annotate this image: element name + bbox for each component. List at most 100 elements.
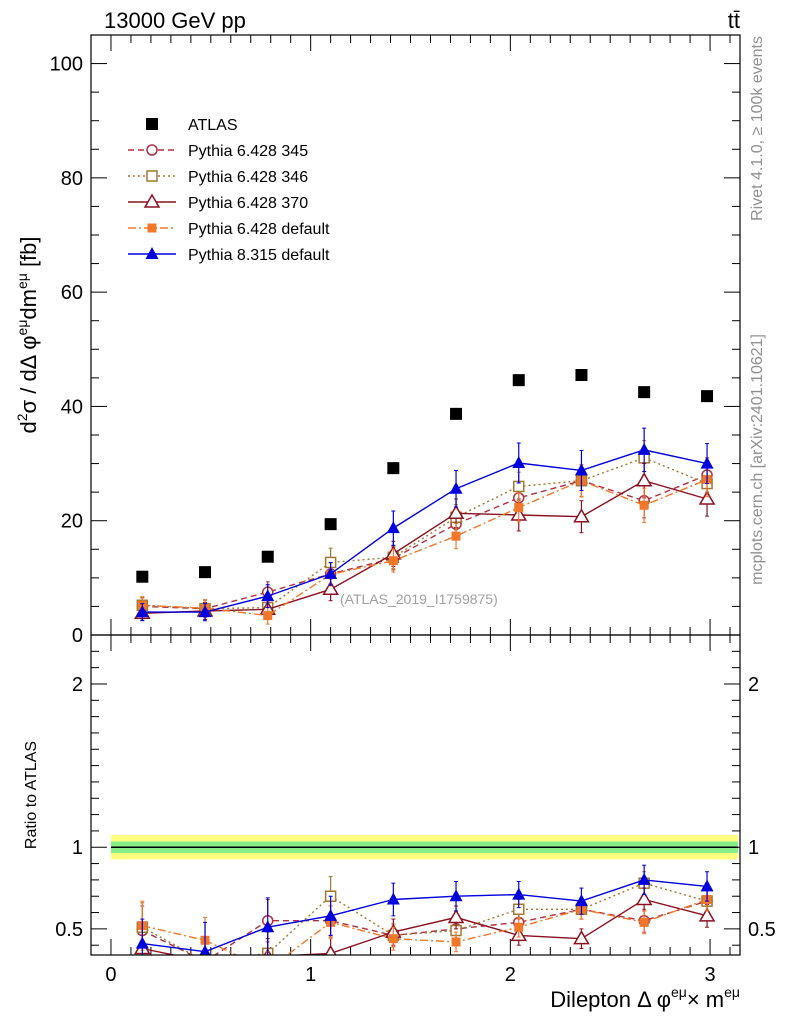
ylabel-sigma: σ / dΔ φ	[16, 335, 41, 413]
ratio-y-axis-label: Ratio to ATLAS	[23, 741, 40, 849]
main-panel: 0 20 40 60 80 100 (ATLAS_2019_I1759875)	[50, 34, 741, 647]
ratio-ytick-label-left-0: 0.5	[55, 919, 83, 941]
ylabel-exp-emu-2: eμ	[14, 273, 30, 289]
main-ytick-label-4: 80	[61, 168, 83, 190]
legend-label-py6_346: Pythia 6.428 346	[188, 169, 308, 186]
main-line-py6_default	[142, 478, 708, 617]
main-point-py8_default-7	[574, 463, 588, 476]
xlabel-mid: × m	[687, 987, 724, 1012]
legend-marker-py6_345	[146, 144, 158, 156]
ratio-point-py6_default-2	[263, 965, 272, 974]
ratio-point-py8_default-3	[324, 908, 338, 921]
ratio-xtick-label-0: 0	[105, 964, 116, 986]
main-point-py6_default-5	[451, 531, 461, 541]
ratio-point-py6_370-3	[324, 944, 337, 955]
legend-marker-py8_default	[145, 247, 159, 259]
main-ytick-label-1: 20	[61, 511, 83, 533]
ratio-point-py8_default-6	[512, 887, 526, 900]
ratio-point-py8_default-8	[637, 872, 651, 885]
main-point-atlas-2	[261, 550, 274, 563]
ratio-line-py6_346	[141, 882, 708, 955]
ratio-ytick-label-right-2: 2	[748, 674, 759, 696]
ratio-point-py8_default-7	[574, 894, 588, 907]
ratio-point-py8_default-2	[261, 920, 275, 933]
x-axis-label: Dilepton Δ φeμ× meμ	[550, 984, 740, 1012]
ratio-line-py6_default	[142, 898, 708, 955]
ratio-ytick-label-left-1: 1	[72, 837, 83, 859]
main-point-py6_370-3	[322, 580, 339, 596]
ratio-series-py6_345	[136, 889, 713, 967]
main-series-group	[134, 369, 716, 625]
main-point-py6_default-8	[639, 500, 649, 510]
ratio-point-py6_370-5	[447, 908, 465, 924]
main-point-py6_370-8	[635, 472, 653, 487]
ratio-point-py6_default-8	[639, 917, 649, 927]
legend-marker-atlas	[146, 118, 158, 130]
analysis-watermark: (ATLAS_2019_I1759875)	[340, 591, 498, 607]
main-point-atlas-3	[324, 518, 337, 531]
legend-label-py6_370: Pythia 6.428 370	[188, 195, 308, 212]
legend: ATLAS Pythia 6.428 345 Pythia 6.428 346 Pyt…	[128, 117, 330, 264]
ratio-point-py6_default-5	[451, 937, 461, 947]
main-point-py8_default-3	[324, 566, 338, 579]
mcplots-label: mcplots.cern.ch [arXiv:2401.10621]	[749, 334, 766, 585]
main-line-py6_345	[142, 474, 708, 610]
rivet-label: Rivet 4.1.0, ≥ 100k events	[749, 36, 766, 221]
legend-label-py6_345: Pythia 6.428 345	[188, 143, 308, 160]
main-point-py8_default-1	[198, 605, 212, 618]
xlabel-exp-emu-1: eμ	[671, 984, 687, 1000]
ratio-panel: 0.5 0.5 1 1 2 2 0 1 2 3	[55, 634, 776, 986]
legend-label-py6_default: Pythia 6.428 default	[188, 221, 330, 238]
main-point-py8_default-0	[135, 605, 149, 618]
main-point-py8_default-9	[700, 456, 714, 469]
main-line-py8_default	[142, 449, 708, 613]
legend-marker-py6_default	[147, 223, 157, 233]
ratio-xtick-label-2: 2	[505, 964, 516, 986]
xlabel-exp-emu-2: eμ	[724, 984, 740, 1000]
ratio-point-py8_default-0	[135, 936, 149, 949]
main-point-py8_default-2	[261, 589, 275, 602]
ratio-point-py6_370-8	[635, 891, 653, 906]
ratio-ytick-label-right-0: 0.5	[748, 919, 776, 941]
main-line-py6_370	[142, 479, 708, 614]
main-point-py6_default-2	[263, 611, 273, 621]
ratio-xtick-label-1: 1	[305, 964, 316, 986]
ratio-frame	[90, 634, 741, 956]
ylabel-d: d	[16, 421, 41, 433]
ratio-series-py6_370	[134, 887, 716, 955]
main-point-py6_default-6	[514, 503, 524, 513]
ratio-point-py8_default-5	[449, 889, 463, 902]
main-point-atlas-4	[387, 462, 400, 475]
main-point-atlas-9	[701, 390, 714, 403]
main-point-py8_default-8	[637, 442, 651, 455]
main-point-py8_default-6	[512, 456, 526, 468]
process-label: tt̄	[728, 8, 740, 33]
main-y-axis-label: d2σ / dΔ φeμdmeμ [fb]	[14, 236, 41, 433]
main-point-py6_370-5	[447, 504, 465, 520]
ratio-point-py8_default-4	[386, 892, 400, 905]
ratio-xtick-label-3: 3	[704, 964, 715, 986]
ylabel-exp-emu-1: eμ	[14, 320, 30, 336]
main-point-py6_370-9	[698, 490, 716, 505]
energy-label: 13000 GeV pp	[104, 8, 246, 33]
main-ytick-label-3: 60	[61, 282, 83, 304]
main-axis-ticks: 0 20 40 60 80 100	[50, 34, 740, 647]
ratio-reference-band	[110, 835, 739, 860]
ylabel-exp-2: 2	[14, 413, 30, 421]
ratio-point-py6_346-1	[200, 957, 210, 967]
main-series-atlas	[136, 369, 714, 583]
ratio-line-py6_345	[141, 900, 708, 955]
ratio-point-py6_345-1	[200, 957, 210, 967]
ratio-point-py6_370-7	[573, 930, 590, 945]
main-line-py6_346	[142, 457, 708, 610]
ratio-series-py8_default	[135, 864, 714, 955]
ratio-point-py6_370-9	[698, 907, 716, 922]
main-point-py8_default-5	[449, 481, 463, 494]
main-point-py6_370-7	[573, 508, 590, 523]
ratio-series-py6_default	[137, 887, 712, 974]
ratio-line-py6_370	[142, 898, 708, 955]
ratio-point-py6_default-4	[388, 934, 398, 944]
ratio-point-py6_370-1	[203, 953, 207, 955]
main-point-atlas-8	[638, 386, 651, 399]
